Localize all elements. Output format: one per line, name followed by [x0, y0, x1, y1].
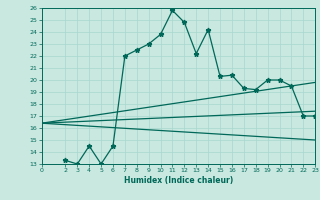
X-axis label: Humidex (Indice chaleur): Humidex (Indice chaleur): [124, 176, 233, 185]
